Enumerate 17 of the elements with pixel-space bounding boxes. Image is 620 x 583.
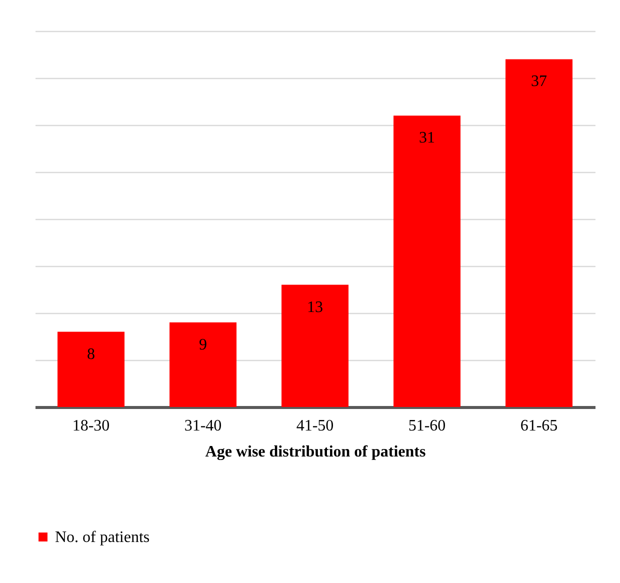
data-label: 9 (199, 336, 207, 354)
x-tick-label: 61-65 (520, 418, 558, 434)
bar (506, 59, 572, 407)
data-label: 13 (307, 298, 323, 316)
bar (170, 322, 236, 407)
x-axis-title: Age wise distribution of patients (205, 444, 426, 460)
data-label: 31 (419, 130, 435, 147)
bar (58, 332, 124, 407)
data-label: 37 (531, 73, 547, 90)
bar (394, 116, 460, 407)
x-tick-label: 41-50 (296, 418, 334, 434)
bar (282, 284, 348, 407)
legend-label: No. of patients (55, 529, 150, 546)
x-tick-label: 51-60 (408, 418, 446, 434)
data-label: 8 (87, 346, 95, 363)
x-tick-label: 31-40 (184, 418, 222, 434)
x-tick-label: 18-30 (72, 418, 110, 434)
